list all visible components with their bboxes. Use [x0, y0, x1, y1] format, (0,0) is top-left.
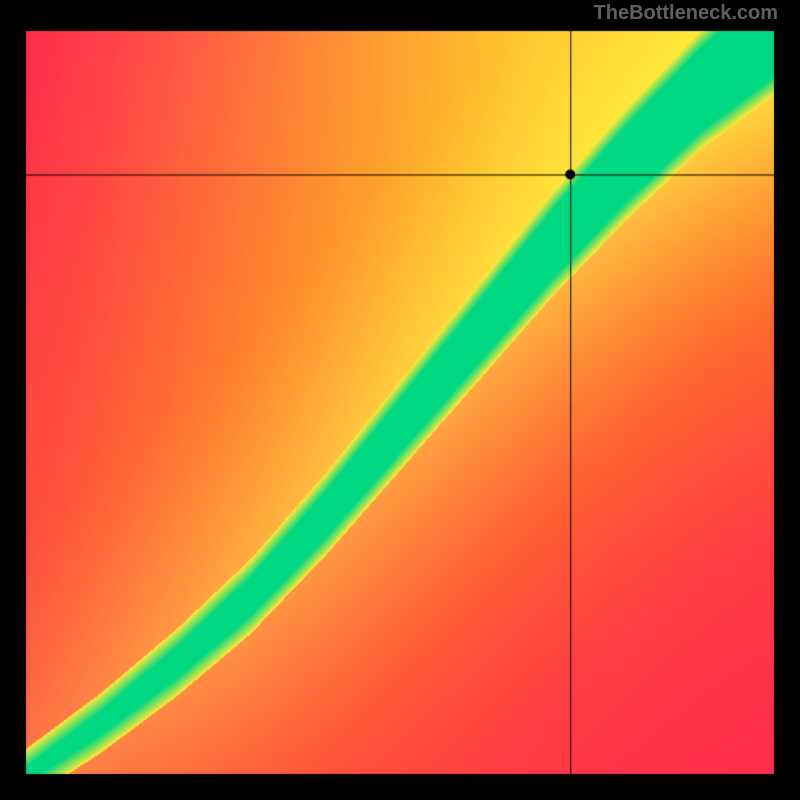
watermark-text: TheBottleneck.com — [594, 2, 778, 25]
bottleneck-heatmap — [0, 0, 800, 805]
heatmap-canvas — [0, 0, 800, 800]
